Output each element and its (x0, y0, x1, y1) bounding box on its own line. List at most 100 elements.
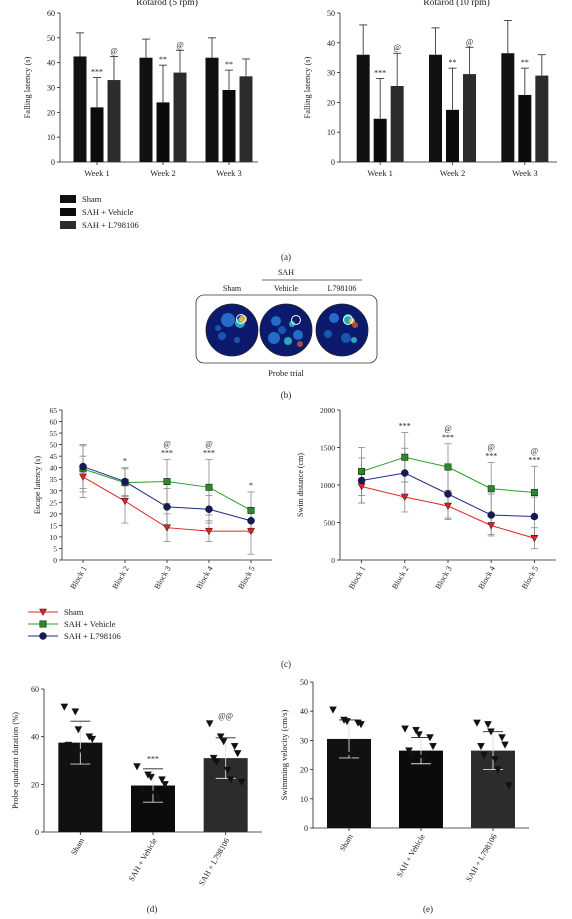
data-point (74, 726, 83, 734)
x-tick-label: SAH + Vehicle (127, 836, 159, 883)
legend-label: Sham (64, 607, 84, 617)
probe-frame (195, 294, 378, 364)
y-tick-label: 1500 (320, 444, 335, 453)
y-tick-label: 1000 (320, 481, 335, 490)
data-point (79, 462, 87, 471)
data-point (400, 493, 409, 502)
significance-mark: @ (393, 43, 400, 52)
legend-label: SAH + Vehicle (82, 207, 134, 217)
data-point (163, 524, 171, 532)
significance-mark: @ (488, 443, 495, 452)
heatmap-blob (234, 337, 240, 343)
data-point (530, 535, 539, 543)
y-axis-label: Falling latency (s) (302, 56, 312, 118)
heatmap-blob (221, 313, 235, 327)
swim-distance-chart: 0 500 1000 1500 2000 Swim distance (cm) Block … (296, 406, 556, 591)
y-tick-label: 10 (47, 133, 55, 142)
data-point (247, 517, 255, 525)
significance-mark: *** (485, 452, 497, 461)
x-tick-label: Block 1 (347, 565, 367, 591)
data-point (401, 453, 409, 461)
significance-mark: *** (147, 754, 159, 763)
significance-mark: @@ (218, 712, 233, 721)
significance-mark: @ (176, 40, 183, 49)
x-tick-label: Week 1 (84, 168, 110, 178)
x-tick-label: Week 3 (216, 168, 242, 178)
bar (73, 56, 87, 163)
x-tick-label: Block 5 (236, 565, 256, 591)
data-point (473, 719, 481, 727)
y-axis-label: Swim distance (cm) (296, 453, 305, 517)
heatmap-blob (341, 333, 351, 343)
condition-label: Vehicle (274, 284, 298, 293)
significance-mark: @ (531, 446, 538, 455)
significance-mark: @ (163, 440, 170, 449)
heatmap-blob (297, 341, 303, 347)
y-tick-label: 30 (47, 84, 55, 93)
data-point (212, 758, 221, 766)
data-point (71, 708, 80, 716)
y-tick-label: 35 (50, 475, 58, 484)
data-point (151, 790, 159, 798)
data-point (412, 726, 420, 735)
y-tick-label: 10 (300, 795, 308, 804)
data-point (477, 743, 485, 751)
data-point (92, 764, 101, 772)
bar (139, 57, 153, 163)
significance-mark: * (249, 481, 253, 490)
data-point (147, 773, 155, 782)
panel-label-b: (b) (281, 390, 292, 400)
data-point (401, 469, 409, 477)
significance-mark: *** (91, 68, 103, 77)
x-tick-label: SAH + L798106 (464, 833, 498, 884)
y-tick-label: 40 (31, 733, 39, 742)
data-point (233, 750, 242, 758)
data-point (401, 725, 409, 733)
rotarod-5rpm-chart: Rotarod (5 rpm) 0 10 20 30 40 50 60 Falling late… (22, 0, 258, 178)
y-tick-label: 50 (327, 9, 335, 18)
y-axis-label: Probe quadrant duration (%) (10, 712, 20, 809)
data-point (358, 468, 366, 475)
escape-latency-chart: 0 5 10 15 20 25 30 35 40 45 50 55 60 65 Escape latency… (33, 406, 272, 591)
legend-a: Sham SAH + Vehicle SAH + L798106 (60, 194, 139, 230)
y-tick-label: 20 (47, 108, 55, 117)
bar (356, 54, 370, 162)
data-point (487, 728, 495, 736)
probe-caption: Probe trial (268, 368, 304, 378)
data-point (60, 703, 69, 711)
y-tick-label: 45 (50, 452, 58, 461)
bar (156, 102, 170, 162)
legend-swatch (60, 195, 76, 203)
data-point (350, 760, 358, 768)
x-tick-label: Block 2 (110, 565, 130, 591)
y-tick-label: 30 (300, 736, 308, 745)
data-point (357, 721, 365, 729)
bar (173, 72, 187, 162)
panel-label-a: (a) (281, 252, 291, 262)
probe-trial-panel: SAH Sham Vehicle L798106 Probe trial (195, 268, 378, 378)
data-point (223, 766, 232, 774)
y-tick-label: 20 (50, 510, 58, 519)
legend-label: Sham (82, 194, 102, 204)
significance-mark: @ (110, 46, 117, 55)
y-tick-label: 50 (50, 441, 58, 450)
y-tick-label: 40 (327, 39, 335, 48)
data-point (498, 734, 506, 742)
bar (90, 107, 104, 162)
x-tick-label: Week 1 (367, 168, 393, 178)
y-tick-label: 20 (327, 98, 335, 107)
panel-label-c: (c) (281, 659, 291, 669)
significance-mark: @ (444, 424, 451, 433)
significance-mark: ** (225, 60, 233, 69)
significance-mark: @ (466, 37, 473, 46)
data-point (487, 522, 496, 530)
bar (429, 54, 442, 162)
heatmap-pool (205, 303, 259, 357)
y-tick-label: 10 (50, 533, 58, 542)
y-tick-label: 10 (327, 128, 335, 137)
data-point (88, 735, 97, 743)
data-point (419, 754, 427, 762)
y-tick-label: 2000 (320, 406, 335, 415)
heatmap-blob (324, 330, 332, 338)
